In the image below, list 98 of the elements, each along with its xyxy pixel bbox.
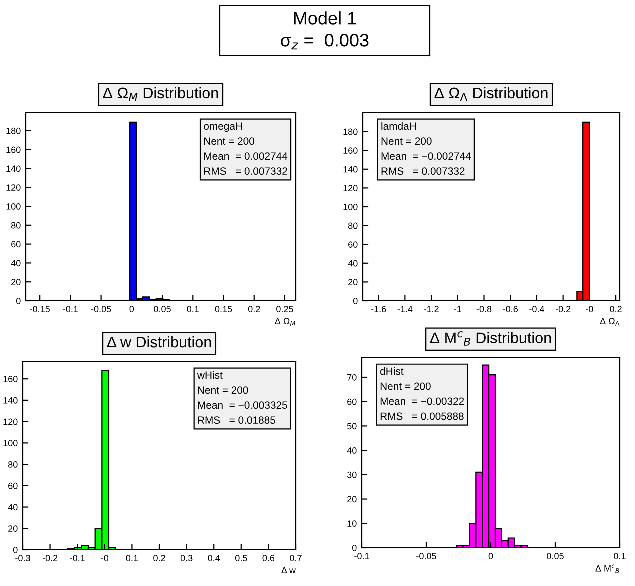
x-tick-label: -1.4 [398, 306, 413, 312]
x-tick-label: 0.1 [614, 553, 626, 560]
y-tick-label: 120 [6, 184, 21, 191]
x-tick-label: -0.1 [63, 306, 78, 312]
y-tick-label: 80 [348, 222, 358, 230]
x-tick-label: -0.8 [476, 306, 492, 312]
y-tick-label: 180 [6, 128, 21, 134]
annotation: wHist [197, 371, 223, 380]
x-axis-title: Δ Ω$_{M}$ [275, 318, 296, 326]
y-tick-label: 0 [353, 298, 358, 304]
annotation: Mean = −0.003325 [198, 402, 288, 410]
annotation: RMS = 0.007332 [382, 168, 465, 176]
y-tick-label: 10 [348, 520, 357, 527]
annotation: Mean = −0.00322 [380, 398, 464, 406]
x-tick-label: 0.5 [235, 555, 248, 562]
y-tick-label: 60 [8, 482, 18, 490]
text: Model 1 [294, 12, 356, 25]
chart-title: Δ Ω$_{Λ}$ Distribution [434, 87, 548, 101]
x-tick-label: 0.4 [208, 555, 220, 562]
annotation: Mean = −0.002744 [382, 152, 472, 160]
chart-title: Δ Ω$_{M}$ Distribution [103, 87, 218, 101]
x-tick-label: -0.1 [354, 553, 370, 560]
annotation: Nent = 200 [382, 138, 432, 146]
annotation: dHist [380, 368, 404, 376]
x-tick-label: -0.15 [30, 306, 50, 312]
x-tick-label: -1.2 [424, 306, 439, 312]
y-tick-label: 0 [13, 546, 18, 554]
x-tick-label: -0 [101, 555, 109, 562]
y-tick-label: 160 [6, 146, 21, 154]
y-tick-label: 160 [344, 148, 358, 154]
y-tick-label: 60 [348, 398, 357, 406]
x-tick-label: 0.25 [276, 306, 294, 312]
y-tick-label: 100 [6, 203, 21, 210]
y-tick-label: 140 [6, 166, 21, 172]
y-tick-label: 160 [4, 376, 18, 382]
x-tick-label: 0.3 [180, 555, 193, 562]
x-tick-label: 0.6 [262, 555, 275, 562]
y-tick-label: 20 [8, 526, 18, 532]
y-tick-label: 140 [344, 166, 358, 173]
y-tick-label: 0 [352, 544, 357, 552]
x-tick-label: 0.2 [154, 555, 166, 562]
x-tick-label: 0.2 [610, 306, 622, 312]
y-tick-label: 120 [4, 418, 18, 426]
text: σ$_{z}$ = 0.003 [281, 34, 369, 50]
y-tick-label: 60 [348, 242, 358, 248]
x-tick-label: -0.6 [503, 306, 518, 312]
x-tick-label: -0.4 [530, 306, 544, 312]
y-tick-label: 70 [348, 374, 357, 381]
annotation: RMS = 0.007332 [204, 168, 288, 176]
x-tick-label: -1 [454, 306, 462, 312]
y-tick-label: 100 [4, 440, 18, 447]
x-tick-label: -0 [586, 306, 594, 312]
annotation: Nent = 200 [380, 382, 431, 390]
y-tick-label: 40 [11, 260, 21, 267]
x-tick-label: 0.15 [215, 306, 232, 312]
x-tick-label: 0.05 [154, 306, 171, 312]
chart-title: Δ w Distribution [107, 336, 212, 348]
x-tick-label: -0.1 [70, 555, 85, 562]
y-tick-label: 180 [344, 128, 358, 136]
x-axis-title: Δ M$^{c}$$_{B}$ [596, 564, 620, 574]
y-tick-label: 20 [348, 279, 358, 286]
x-tick-label: -0.2 [556, 306, 571, 312]
y-tick-label: 0 [16, 298, 21, 304]
x-tick-label: -0.3 [16, 555, 30, 562]
x-tick-label: -0.2 [42, 555, 58, 562]
chart-title: Δ M$^{c}$$_{B}$ Distribution [430, 332, 552, 346]
x-tick-label: -0.05 [91, 306, 112, 312]
x-tick-label: -0.05 [416, 553, 436, 560]
x-tick-label: 0.05 [547, 553, 564, 560]
y-tick-label: 40 [347, 448, 357, 454]
x-tick-label: 0.7 [290, 555, 302, 562]
y-tick-label: 40 [8, 504, 18, 511]
x-tick-label: 0 [130, 306, 134, 312]
x-tick-label: 0 [488, 553, 494, 560]
x-tick-label: -1.6 [371, 306, 386, 312]
annotation: RMS = 0.005888 [380, 412, 464, 420]
x-tick-label: 0.2 [248, 306, 260, 312]
y-tick-label: 100 [344, 204, 358, 210]
y-tick-label: 30 [347, 472, 357, 478]
y-tick-label: 80 [11, 222, 21, 229]
annotation: omegaH [204, 122, 242, 132]
y-tick-label: 60 [12, 241, 21, 248]
x-axis-title: Δ Ω$_{Λ}$ [600, 318, 620, 326]
y-tick-label: 140 [4, 397, 18, 404]
annotation: Nent = 200 [198, 386, 248, 394]
annotation: Nent = 200 [204, 138, 254, 146]
x-axis-title: Δ w [282, 567, 296, 574]
y-tick-label: 20 [12, 279, 21, 286]
x-tick-label: 0.1 [126, 555, 138, 562]
x-tick-label: 0.1 [187, 306, 199, 312]
annotation: Mean = 0.002744 [204, 152, 288, 160]
y-tick-label: 50 [347, 423, 357, 430]
y-tick-label: 120 [344, 185, 358, 192]
y-tick-label: 80 [8, 462, 18, 468]
annotation: RMS = 0.01885 [198, 416, 276, 424]
y-tick-label: 40 [348, 260, 358, 267]
y-tick-label: 20 [348, 496, 357, 503]
annotation: lamdaH [382, 122, 416, 130]
